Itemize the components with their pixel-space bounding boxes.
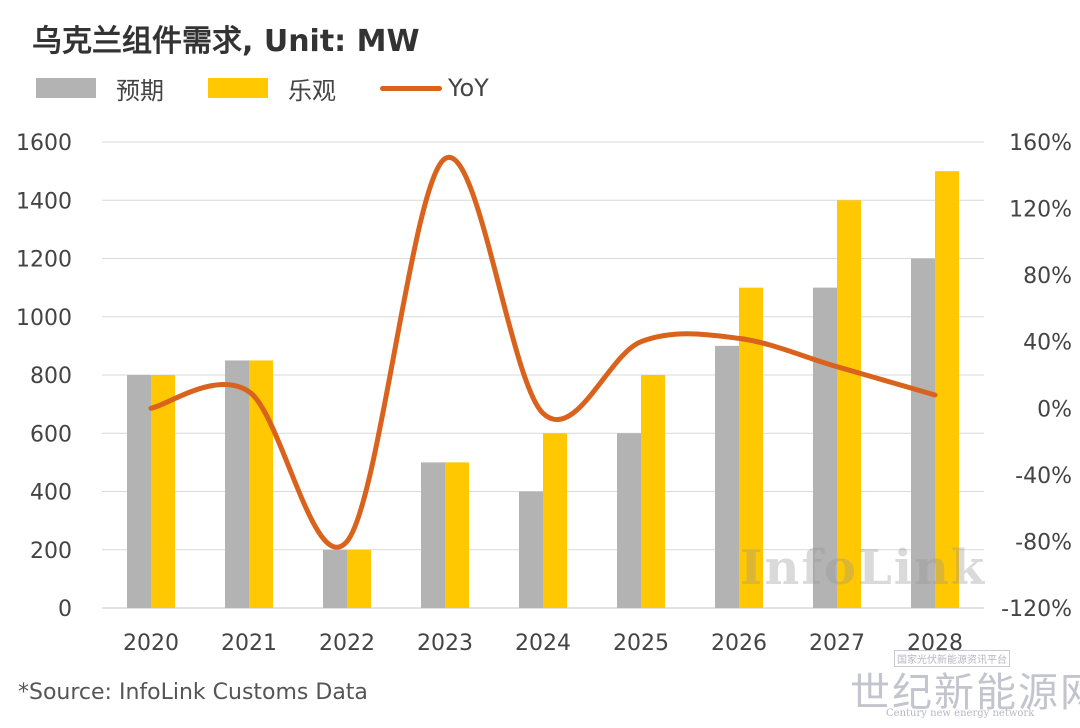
site-logo-name: 世纪新能源网: [850, 670, 1080, 716]
y-left-tick-label: 1200: [16, 248, 72, 273]
yoy-line: [148, 154, 938, 550]
y-left-tick-label: 800: [30, 364, 72, 389]
infolink-watermark: InfoLink: [740, 540, 987, 596]
y-right-tick-label: -80%: [1015, 530, 1072, 555]
x-tick-label: 2025: [613, 631, 669, 656]
bar-forecast: [813, 287, 837, 608]
bar-forecast: [225, 360, 249, 608]
y-right-tick-label: 40%: [1023, 331, 1072, 356]
y-right-tick-label: -120%: [1001, 597, 1072, 622]
legend-item-yoy: YoY: [380, 74, 489, 102]
bar-optimistic: [543, 433, 567, 608]
x-tick-label: 2027: [809, 631, 865, 656]
chart-title: 乌克兰组件需求, Unit: MW: [32, 24, 420, 59]
bar-forecast: [323, 549, 347, 608]
bar-forecast: [519, 491, 543, 608]
bar-optimistic: [935, 171, 959, 608]
y-right-tick-label: 0%: [1037, 397, 1072, 422]
legend-label-forecast: 预期: [116, 76, 164, 105]
bar-optimistic: [837, 200, 861, 608]
bar-forecast: [421, 462, 445, 608]
y-right-tick-label: 80%: [1023, 264, 1072, 289]
x-tick-label: 2028: [907, 631, 963, 656]
legend-item-optimistic: 乐观: [208, 71, 336, 106]
y-left-tick-label: 1600: [16, 131, 72, 156]
bar-optimistic: [445, 462, 469, 608]
y-left-tick-label: 600: [30, 422, 72, 447]
y-right-tick-label: -40%: [1015, 464, 1072, 489]
site-logo-english: Century new energy network: [886, 708, 1035, 719]
legend-label-optimistic: 乐观: [288, 76, 336, 105]
legend-label-yoy: YoY: [448, 74, 489, 102]
y-left-tick-label: 0: [58, 597, 72, 622]
x-tick-label: 2020: [123, 631, 179, 656]
bar-optimistic: [151, 375, 175, 608]
legend: 预期 乐观 YoY: [36, 70, 533, 106]
bar-forecast: [715, 345, 739, 608]
x-tick-label: 2023: [417, 631, 473, 656]
bar-forecast: [617, 433, 641, 608]
y-right-tick-label: 160%: [1009, 131, 1072, 156]
bar-optimistic: [347, 549, 371, 608]
legend-item-forecast: 预期: [36, 71, 164, 106]
legend-swatch-optimistic: [208, 78, 268, 98]
site-logo: 国家光伏新能源资讯平台 世纪新能源网 Century new energy ne…: [850, 650, 1080, 722]
y-left-tick-label: 1400: [16, 189, 72, 214]
y-left-tick-label: 400: [30, 481, 72, 506]
y-left-tick-label: 1000: [16, 306, 72, 331]
y-right-tick-label: 120%: [1009, 198, 1072, 223]
legend-swatch-forecast: [36, 78, 96, 98]
x-tick-label: 2021: [221, 631, 277, 656]
source-note: *Source: InfoLink Customs Data: [18, 680, 368, 705]
legend-line-yoy: [380, 85, 442, 91]
x-tick-label: 2026: [711, 631, 767, 656]
x-tick-label: 2022: [319, 631, 375, 656]
y-left-tick-label: 200: [30, 539, 72, 564]
bar-forecast: [911, 258, 935, 608]
site-logo-tagline: 国家光伏新能源资讯平台: [894, 650, 1010, 667]
x-tick-label: 2024: [515, 631, 571, 656]
bar-forecast: [127, 375, 151, 608]
bar-optimistic: [641, 375, 665, 608]
